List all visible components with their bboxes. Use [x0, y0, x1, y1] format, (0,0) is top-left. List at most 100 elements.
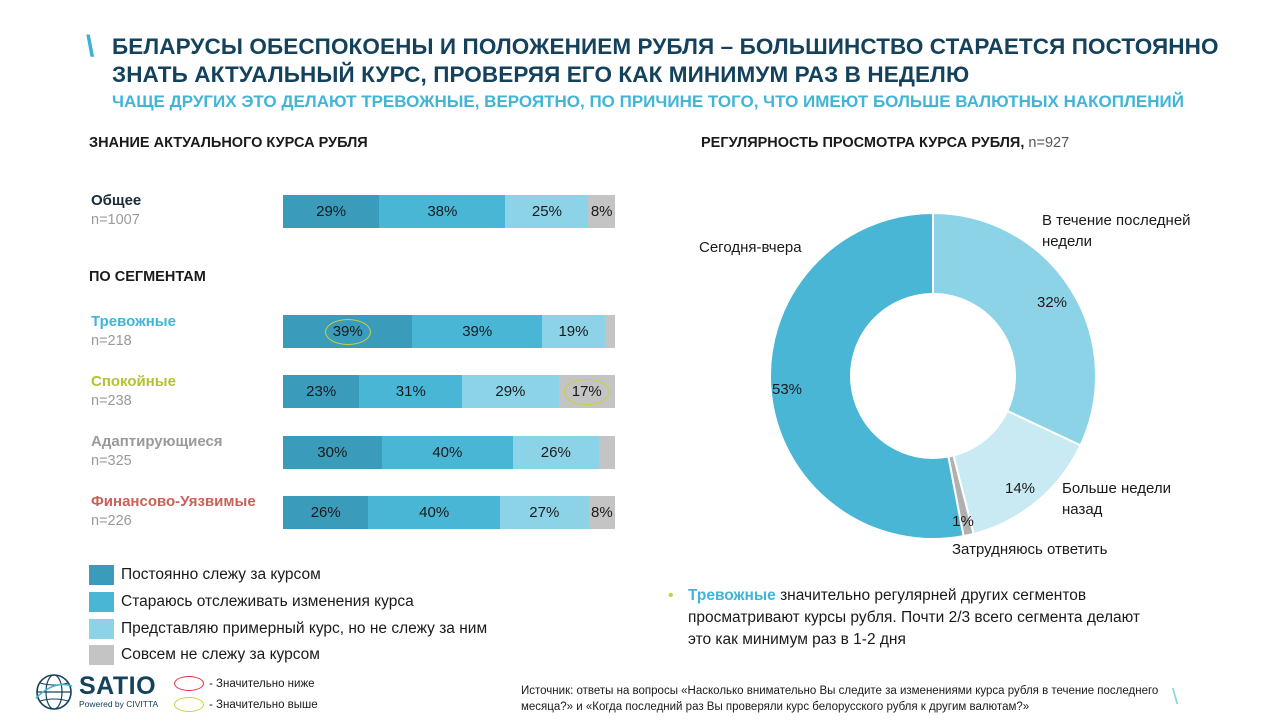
- bar-value-label: 40%: [432, 444, 463, 461]
- note-text: значительно регулярней других сегментов …: [688, 587, 1141, 648]
- donut-label-last-week: В течение последней недели: [1042, 212, 1191, 250]
- bar-row-sample-size: n=1007: [91, 212, 140, 228]
- logo-name: SATIO: [79, 672, 157, 700]
- source-note: Источник: ответы на вопросы «Насколько в…: [521, 685, 1159, 713]
- logo-sub: Powered by CIVITTA: [79, 699, 159, 709]
- legend-label: Постоянно слежу за курсом: [121, 566, 321, 584]
- key-lower: - Значительно ниже: [174, 676, 315, 691]
- bar-value-label: 31%: [395, 383, 426, 400]
- footer-slash-mark: \: [1172, 684, 1179, 709]
- bar-segment: 39%: [412, 315, 542, 348]
- bar-segment: 26%: [513, 436, 599, 469]
- bar-segment: 40%: [368, 496, 500, 529]
- note-accent: Тревожные: [688, 587, 776, 604]
- legend-swatch: [89, 592, 114, 613]
- bar-chart-heading: ЗНАНИЕ АКТУАЛЬНОГО КУРСА РУБЛЯ: [89, 135, 368, 151]
- donut-value-label: 14%: [1005, 480, 1035, 497]
- donut-value-label: 53%: [772, 381, 802, 398]
- bar-value-label: 29%: [495, 383, 526, 400]
- legend-item: Стараюсь отслеживать изменения курса: [89, 589, 487, 616]
- bar-segment: 38%: [379, 195, 506, 228]
- legend-item: Представляю примерный курс, но не слежу …: [89, 615, 487, 642]
- bar-value-label: 40%: [419, 504, 450, 521]
- red-ring-icon: [174, 676, 204, 691]
- title-slash-mark: \: [86, 30, 95, 63]
- donut-label-today-yesterday: Сегодня-вчера: [699, 239, 802, 256]
- donut-chart-sample-size: n=927: [1028, 135, 1070, 151]
- page-title: БЕЛАРУСЫ ОБЕСПОКОЕНЫ И ПОЛОЖЕНИЕМ РУБЛЯ …: [112, 34, 1219, 87]
- bar-value-label: 38%: [427, 203, 458, 220]
- bar-value-label: 27%: [529, 504, 560, 521]
- bar-chart-legend: Постоянно слежу за курсом Стараюсь отслеж…: [89, 562, 487, 669]
- bar-row-label: Общее: [91, 192, 142, 209]
- bar-segment: 29%: [283, 195, 380, 228]
- donut-chart-heading: РЕГУЛЯРНОСТЬ ПРОСМОТРА КУРСА РУБЛЯ, n=92…: [701, 135, 1069, 151]
- page-subtitle: ЧАЩЕ ДРУГИХ ЭТО ДЕЛАЮТ ТРЕВОЖНЫЕ, ВЕРОЯТ…: [112, 92, 1184, 111]
- bar-value-label: 25%: [531, 203, 562, 220]
- bar-segment: 25%: [505, 195, 589, 228]
- stacked-bar: 26% 40% 27% 8%: [283, 496, 615, 529]
- bar-segment: 27%: [499, 496, 589, 529]
- stacked-bar: 30% 40% 26%: [283, 436, 615, 469]
- significantly-higher-marker: [563, 378, 610, 405]
- bar-value-label: 29%: [316, 203, 347, 220]
- bar-segment: [598, 436, 615, 469]
- bar-segment: 19%: [541, 315, 606, 348]
- satio-logo: SATIO Powered by CIVITTA: [34, 672, 158, 712]
- bar-row-label: Тревожные: [91, 313, 176, 330]
- key-lower-text: - Значительно ниже: [209, 677, 315, 690]
- bar-segment: [605, 315, 615, 348]
- bar-value-label: 23%: [306, 383, 337, 400]
- note-bullet: •: [668, 587, 674, 604]
- donut-slice: [769, 211, 965, 540]
- bar-value-label: 26%: [540, 444, 571, 461]
- donut-chart-heading-text: РЕГУЛЯРНОСТЬ ПРОСМОТРА КУРСА РУБЛЯ,: [701, 135, 1025, 151]
- bar-segment: 40%: [381, 436, 514, 469]
- donut-slice: [947, 454, 975, 538]
- bar-value-label: 8%: [590, 203, 613, 220]
- bar-value-label: 30%: [317, 444, 348, 461]
- legend-swatch: [89, 618, 114, 639]
- globe-icon: [35, 674, 73, 710]
- bar-value-label: 19%: [558, 323, 589, 340]
- stacked-bar: 23% 31% 29% 17%: [283, 375, 615, 408]
- insight-note: • Тревожные значительно регулярней други…: [668, 585, 1148, 651]
- bar-row-sample-size: n=218: [91, 333, 132, 349]
- bar-segment: 17%: [558, 375, 615, 408]
- bar-segment: 26%: [283, 496, 369, 529]
- legend-label: Стараюсь отслеживать изменения курса: [121, 593, 414, 611]
- legend-swatch: [89, 565, 114, 586]
- bar-segment: 30%: [283, 436, 382, 469]
- bar-segment: 39%: [283, 315, 413, 348]
- bar-row-label: Финансово-Уязвимые: [91, 493, 256, 510]
- legend-swatch: [89, 645, 114, 666]
- bar-segment: 8%: [588, 496, 615, 529]
- bar-row-sample-size: n=238: [91, 393, 132, 409]
- legend-label: Совсем не слежу за курсом: [121, 646, 320, 664]
- green-ring-icon: [174, 697, 204, 712]
- key-higher: - Значительно выше: [174, 697, 318, 712]
- bar-row-sample-size: n=226: [91, 513, 132, 529]
- bar-row-sample-size: n=325: [91, 453, 132, 469]
- segments-heading: ПО СЕГМЕНТАМ: [89, 269, 206, 285]
- key-higher-text: - Значительно выше: [209, 698, 318, 711]
- legend-item: Постоянно слежу за курсом: [89, 562, 487, 589]
- legend-item: Совсем не слежу за курсом: [89, 642, 487, 669]
- bar-segment: 31%: [359, 375, 463, 408]
- legend-label: Представляю примерный курс, но не слежу …: [121, 619, 488, 637]
- donut-label-hard-to-say: Затрудняюсь ответить: [952, 541, 1108, 558]
- bar-segment: 23%: [283, 375, 360, 408]
- bar-row-label: Адаптирующиеся: [91, 433, 223, 450]
- donut-label-more-than-week: Больше недели назад: [1062, 480, 1171, 518]
- stacked-bar: 39% 39% 19%: [283, 315, 615, 348]
- donut-value-label: 32%: [1037, 294, 1067, 311]
- bar-value-label: 26%: [310, 504, 341, 521]
- significantly-higher-marker: [324, 318, 371, 345]
- stacked-bar: 29% 38% 25% 8%: [283, 195, 615, 228]
- bar-segment: 29%: [462, 375, 559, 408]
- bar-segment: 8%: [588, 195, 615, 228]
- bar-value-label: 39%: [462, 323, 493, 340]
- donut-value-label: 1%: [952, 513, 974, 530]
- bar-row-label: Спокойные: [91, 373, 176, 390]
- bar-value-label: 8%: [590, 504, 613, 521]
